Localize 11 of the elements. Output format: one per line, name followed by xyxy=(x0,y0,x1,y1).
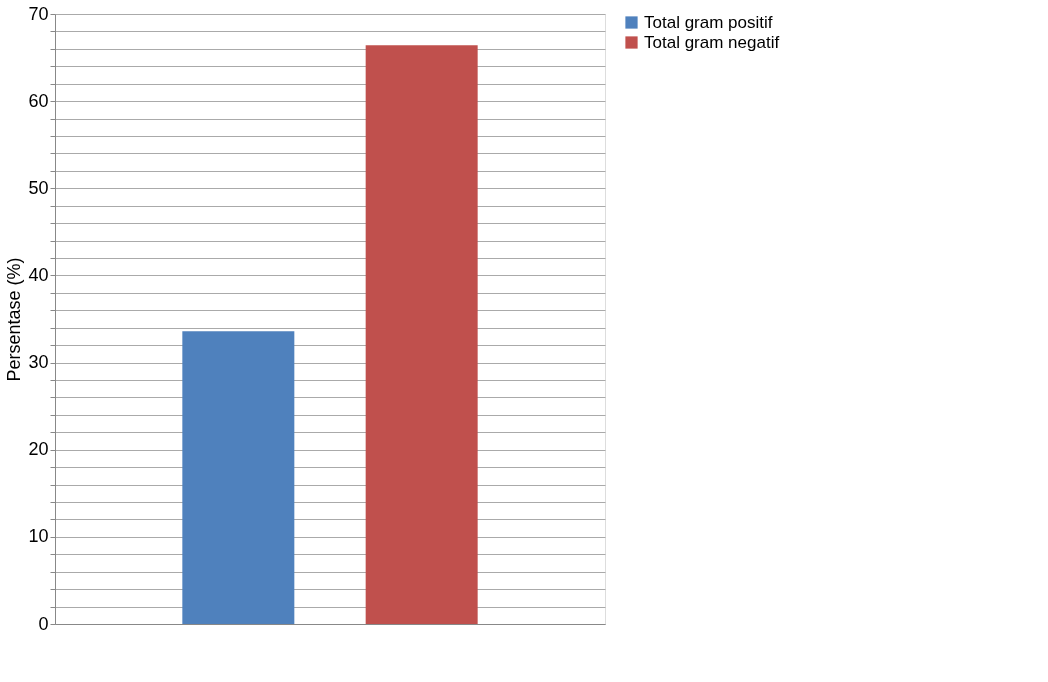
y-tick-label: 20 xyxy=(28,439,49,460)
legend-label: Total gram negatif xyxy=(644,32,780,52)
y-tick-label: 60 xyxy=(28,90,49,111)
y-tick-label: 40 xyxy=(28,264,49,285)
y-tick-label: 10 xyxy=(28,526,49,547)
y-tick-label: 70 xyxy=(28,3,49,24)
y-tick-label: 0 xyxy=(38,613,49,634)
y-axis-title: Persentase (%) xyxy=(4,257,25,382)
y-tick-label: 30 xyxy=(28,352,49,373)
legend-label: Total gram positif xyxy=(644,12,773,32)
y-tick-label: 50 xyxy=(28,177,49,198)
